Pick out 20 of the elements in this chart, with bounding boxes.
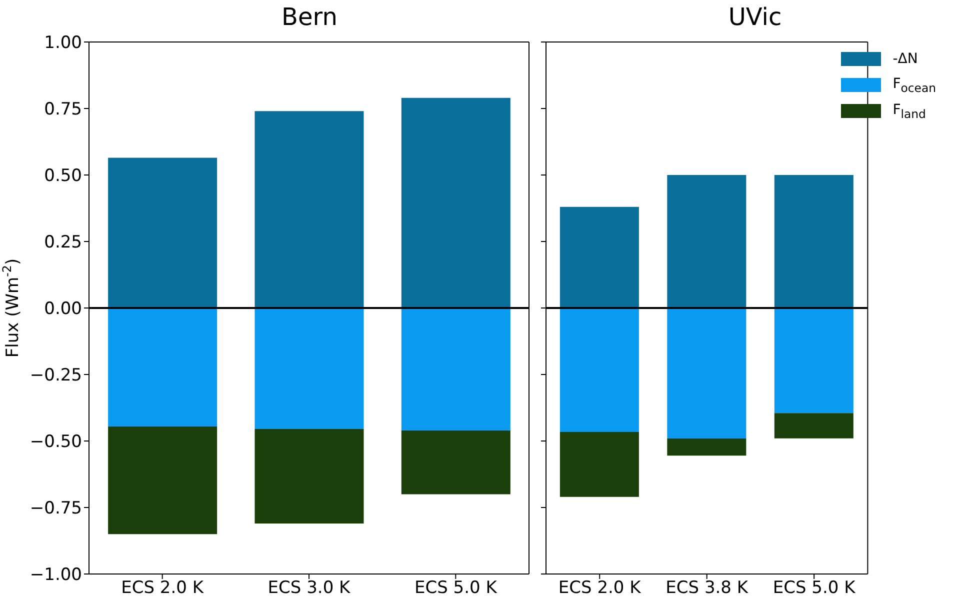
y-tick-label: −0.25 bbox=[30, 366, 82, 386]
x-tick-label: ECS 5.0 K bbox=[414, 578, 498, 598]
x-tick-label: ECS 2.0 K bbox=[121, 578, 204, 598]
y-tick-label: 0.25 bbox=[44, 232, 82, 253]
legend-label: -ΔN bbox=[892, 51, 918, 67]
y-tick-label: 0.50 bbox=[44, 166, 82, 186]
x-tick-label: ECS 2.0 K bbox=[558, 578, 642, 598]
y-tick-label: 1.00 bbox=[44, 33, 82, 54]
legend-label: F$_{land}$ bbox=[892, 102, 926, 120]
y-tick-label: 0.75 bbox=[44, 100, 82, 120]
chart-title: Bern bbox=[280, 2, 338, 33]
x-tick-label: ECS 3.0 K bbox=[268, 578, 352, 598]
y-tick-label: −0.50 bbox=[30, 432, 82, 452]
chart-title: UVic bbox=[727, 2, 783, 33]
y-tick-label: 0.00 bbox=[44, 299, 82, 320]
y-tick-label: −0.75 bbox=[30, 498, 82, 519]
legend-label: F$_{ocean}$ bbox=[892, 76, 936, 94]
y-tick-label: −1.00 bbox=[30, 565, 82, 586]
x-tick-label: ECS 3.8 K bbox=[666, 578, 749, 598]
x-tick-label: ECS 5.0 K bbox=[772, 578, 856, 598]
